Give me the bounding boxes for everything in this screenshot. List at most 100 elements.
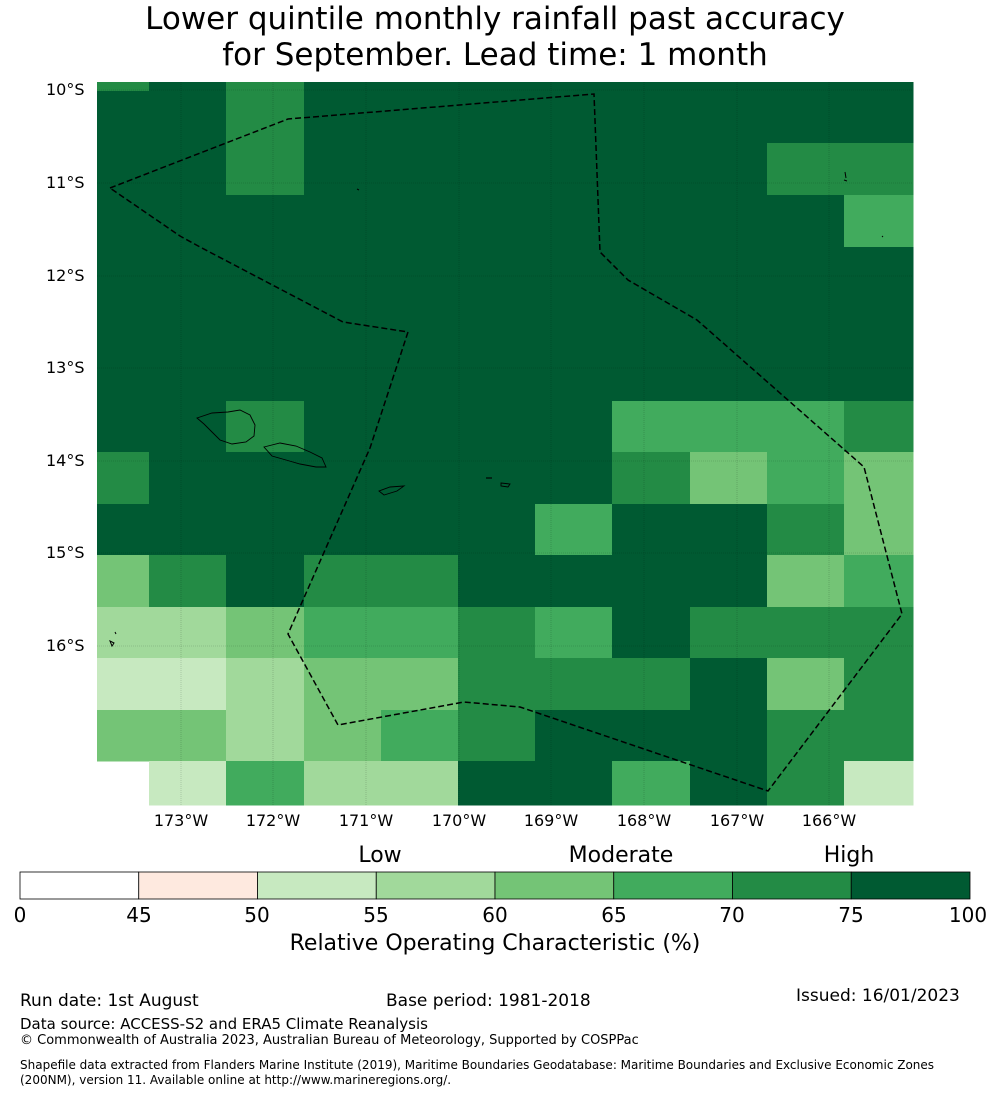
grid-cell [844,504,914,556]
grid-cell [690,195,768,248]
grid-cell [844,452,914,505]
grid-cell [612,452,691,505]
grid-cell [458,761,536,806]
grid-cell [226,247,305,299]
grid-cell [381,658,459,711]
grid-cell [767,504,845,556]
grid-cell [458,401,536,453]
lon-label: 169°W [523,811,579,830]
grid-cell [458,82,536,92]
grid-cell [612,195,691,248]
grid-cell [381,555,459,608]
grid-cell [612,91,691,144]
grid-cell [767,91,845,144]
grid-cell [844,350,914,402]
grid-cell [304,195,382,248]
rainfall-grid [97,82,914,806]
lat-label: 12°S [46,266,85,285]
grid-cell [149,658,227,711]
grid-cell [844,555,914,608]
grid-cell [304,452,382,505]
grid-cell [767,195,845,248]
tokelau-islet [843,171,848,182]
colorbar-segment [494,871,615,900]
grid-cell [458,143,536,196]
grid-cell [381,710,459,762]
grid-cell [535,658,613,711]
grid-cell [149,298,227,351]
grid-cell [97,350,150,402]
colorbar-axis-label: Relative Operating Characteristic (%) [289,931,701,956]
grid-cell [690,298,768,351]
map-title-line2: for September. Lead time: 1 month [222,37,768,73]
grid-cell [97,452,150,505]
grid-cell [844,710,914,762]
grid-cell [149,607,227,659]
lat-label: 10°S [46,80,85,99]
grid-cell [226,710,305,762]
grid-cell [844,298,914,351]
grid-cell [226,195,305,248]
grid-cell [149,504,227,556]
grid-cell [304,761,382,806]
grid-cell [767,82,845,92]
grid-cell [149,91,227,144]
grid-cell [844,658,914,711]
grid-cell [304,82,382,92]
colorbar-tick: 100 [948,903,988,927]
grid-cell [304,710,382,762]
savaii-island [196,409,256,445]
grid-cell [97,504,150,556]
colorbar-tick: 55 [363,903,389,927]
grid-cell [535,504,613,556]
grid-cell [149,555,227,608]
grid-cell [381,607,459,659]
grid-cell [535,195,613,248]
grid-cell [458,555,536,608]
swains-islet [356,188,360,191]
grid-cell [381,195,459,248]
grid-cell [226,452,305,505]
grid-cell [612,143,691,196]
grid-cell [458,710,536,762]
grid-cell [844,761,914,806]
grid-cell [381,298,459,351]
lon-label: 167°W [709,811,765,830]
run-date: Run date: 1st August [20,991,199,1011]
colorbar-tick: 65 [601,903,627,927]
lat-label: 13°S [46,358,85,377]
grid-cell [612,658,691,711]
map-gridlines [97,82,913,805]
tutuila-island [378,485,406,496]
grid-cell [612,504,691,556]
grid-cell [149,195,227,248]
grid-cell [304,555,382,608]
lon-label: 171°W [338,811,394,830]
grid-cell [304,350,382,402]
grid-cell [535,247,613,299]
grid-cell [844,91,914,144]
grid-cell [381,82,459,92]
grid-cell [304,401,382,453]
grid-cell [381,761,459,806]
grid-cell [226,761,305,806]
grid-cell [767,350,845,402]
grid-cell [149,82,227,92]
grid-cell [97,82,150,92]
lon-label: 173°W [153,811,209,830]
grid-cell [304,504,382,556]
lat-label: 15°S [46,543,85,562]
grid-cell [535,710,613,762]
lon-label: 168°W [616,811,672,830]
grid-cell [97,195,150,248]
grid-cell [535,607,613,659]
legend-category-low: Low [358,843,402,868]
grid-cell [149,452,227,505]
grid-cell [612,555,691,608]
grid-cell [458,247,536,299]
grid-cell [690,91,768,144]
grid-cell [458,350,536,402]
colorbar-segment [138,871,258,900]
grid-cell [226,143,305,196]
grid-cell [612,761,691,806]
